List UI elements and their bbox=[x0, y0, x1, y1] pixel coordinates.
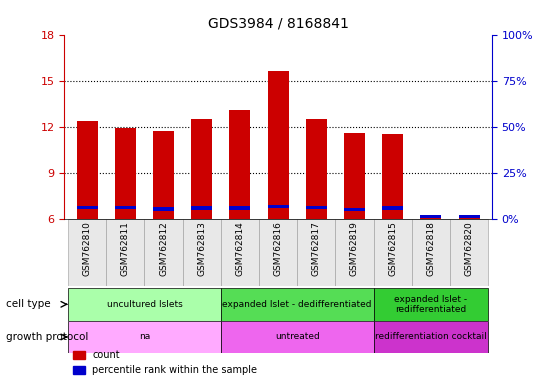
FancyBboxPatch shape bbox=[106, 219, 144, 286]
Bar bbox=[191, 119, 212, 219]
FancyBboxPatch shape bbox=[68, 321, 221, 353]
Text: GSM762812: GSM762812 bbox=[159, 221, 168, 276]
Bar bbox=[382, 134, 403, 219]
FancyBboxPatch shape bbox=[221, 321, 373, 353]
Bar bbox=[268, 71, 288, 219]
Bar bbox=[306, 119, 327, 219]
Bar bbox=[115, 206, 136, 209]
FancyBboxPatch shape bbox=[297, 219, 335, 286]
Bar bbox=[420, 215, 441, 218]
FancyBboxPatch shape bbox=[144, 219, 183, 286]
FancyBboxPatch shape bbox=[373, 321, 488, 353]
Bar bbox=[382, 207, 403, 210]
FancyBboxPatch shape bbox=[259, 219, 297, 286]
Bar bbox=[229, 207, 250, 210]
FancyBboxPatch shape bbox=[68, 288, 221, 321]
Text: GSM762810: GSM762810 bbox=[83, 221, 92, 276]
Text: uncultured Islets: uncultured Islets bbox=[107, 300, 182, 309]
Text: expanded Islet - dedifferentiated: expanded Islet - dedifferentiated bbox=[222, 300, 372, 309]
Bar bbox=[344, 133, 365, 219]
Bar bbox=[191, 207, 212, 210]
Bar bbox=[77, 121, 98, 219]
Bar bbox=[115, 128, 136, 219]
Bar bbox=[229, 110, 250, 219]
FancyBboxPatch shape bbox=[373, 288, 488, 321]
Text: expanded Islet -
redifferentiated: expanded Islet - redifferentiated bbox=[394, 295, 467, 314]
Bar bbox=[306, 206, 327, 209]
FancyBboxPatch shape bbox=[450, 219, 488, 286]
FancyBboxPatch shape bbox=[221, 219, 259, 286]
FancyBboxPatch shape bbox=[221, 288, 373, 321]
Text: GSM762816: GSM762816 bbox=[273, 221, 283, 276]
Text: na: na bbox=[139, 333, 150, 341]
FancyBboxPatch shape bbox=[412, 219, 450, 286]
Text: growth protocol: growth protocol bbox=[6, 332, 88, 342]
Bar bbox=[344, 208, 365, 211]
Bar bbox=[458, 216, 480, 219]
Text: GSM762813: GSM762813 bbox=[197, 221, 206, 276]
FancyBboxPatch shape bbox=[373, 219, 412, 286]
Text: GSM762817: GSM762817 bbox=[312, 221, 321, 276]
Title: GDS3984 / 8168841: GDS3984 / 8168841 bbox=[207, 17, 349, 31]
FancyBboxPatch shape bbox=[183, 219, 221, 286]
FancyBboxPatch shape bbox=[335, 219, 373, 286]
Bar bbox=[153, 131, 174, 219]
Text: GSM762818: GSM762818 bbox=[427, 221, 435, 276]
Text: cell type: cell type bbox=[6, 299, 50, 310]
Legend: count, percentile rank within the sample: count, percentile rank within the sample bbox=[69, 346, 262, 379]
Bar bbox=[268, 205, 288, 208]
Text: GSM762814: GSM762814 bbox=[235, 221, 244, 276]
Text: GSM762820: GSM762820 bbox=[465, 221, 473, 276]
Bar bbox=[458, 215, 480, 218]
Bar bbox=[77, 206, 98, 209]
Bar bbox=[153, 207, 174, 210]
Text: untreated: untreated bbox=[275, 333, 320, 341]
Text: GSM762811: GSM762811 bbox=[121, 221, 130, 276]
Text: GSM762815: GSM762815 bbox=[388, 221, 397, 276]
Text: redifferentiation cocktail: redifferentiation cocktail bbox=[375, 333, 487, 341]
Text: GSM762819: GSM762819 bbox=[350, 221, 359, 276]
FancyBboxPatch shape bbox=[68, 219, 106, 286]
Bar bbox=[420, 217, 441, 219]
